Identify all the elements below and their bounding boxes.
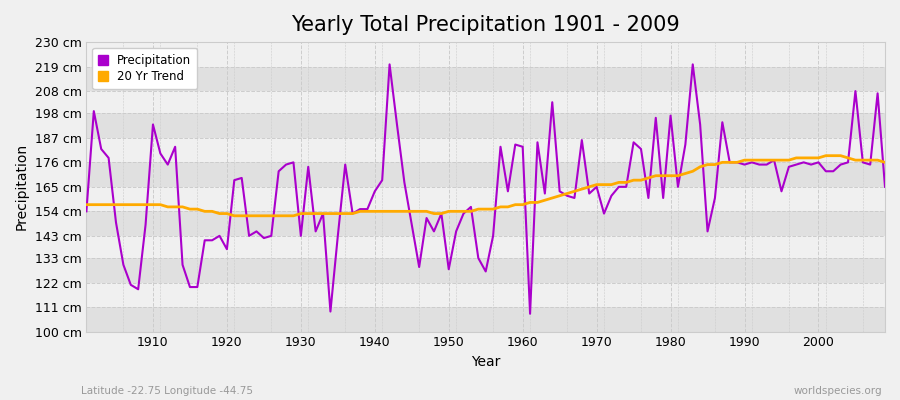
Precipitation [525,311,535,316]
Bar [86,113,885,138]
Bar [86,162,885,187]
Legend: Precipitation, 20 Yr Trend: Precipitation, 20 Yr Trend [93,48,197,89]
Bar [86,138,885,162]
Precipitation [302,164,313,169]
Precipitation [532,140,543,145]
20 Yr Trend [525,200,535,205]
Precipitation [140,222,151,227]
Line: 20 Yr Trend: 20 Yr Trend [86,156,885,216]
Line: Precipitation: Precipitation [86,64,885,314]
20 Yr Trend [879,160,890,165]
Precipitation [879,184,890,189]
Text: Latitude -22.75 Longitude -44.75: Latitude -22.75 Longitude -44.75 [81,386,253,396]
Bar [86,42,885,67]
Precipitation [347,211,358,216]
Bar [86,91,885,113]
Precipitation [384,62,395,67]
Text: worldspecies.org: worldspecies.org [794,386,882,396]
Precipitation [518,144,528,149]
20 Yr Trend [81,202,92,207]
20 Yr Trend [229,213,239,218]
20 Yr Trend [140,202,151,207]
Bar [86,67,885,91]
Precipitation [81,209,92,214]
Title: Yearly Total Precipitation 1901 - 2009: Yearly Total Precipitation 1901 - 2009 [292,15,680,35]
Bar [86,258,885,282]
20 Yr Trend [355,209,365,214]
Bar [86,307,885,332]
20 Yr Trend [614,180,625,185]
Bar [86,187,885,211]
Bar [86,236,885,258]
Bar [86,211,885,236]
20 Yr Trend [821,153,832,158]
20 Yr Trend [310,211,321,216]
20 Yr Trend [518,202,528,207]
X-axis label: Year: Year [471,355,500,369]
Precipitation [621,184,632,189]
Y-axis label: Precipitation: Precipitation [15,143,29,230]
Bar [86,282,885,307]
